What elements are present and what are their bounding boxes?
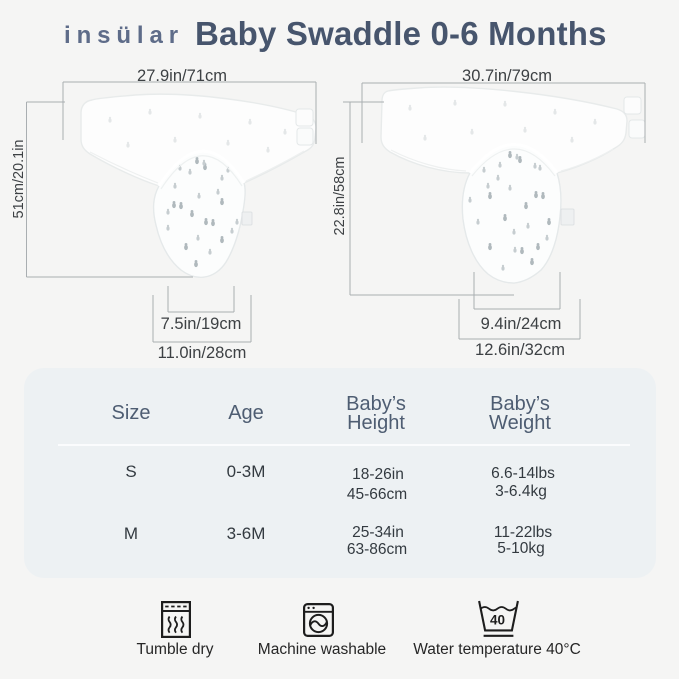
svg-text:51cm/20.1in: 51cm/20.1in <box>11 140 27 219</box>
svg-text:12.6in/32cm: 12.6in/32cm <box>475 341 565 359</box>
svg-text:40: 40 <box>490 613 505 628</box>
svg-text:11.0in/28cm: 11.0in/28cm <box>158 344 247 362</box>
svg-text:30.7in/79cm: 30.7in/79cm <box>462 67 552 85</box>
svg-text:7.5in/19cm: 7.5in/19cm <box>161 315 242 333</box>
svg-text:22.8in/58cm: 22.8in/58cm <box>332 157 348 236</box>
svg-text:27.9in/71cm: 27.9in/71cm <box>137 67 227 85</box>
svg-text:9.4in/24cm: 9.4in/24cm <box>481 315 562 333</box>
